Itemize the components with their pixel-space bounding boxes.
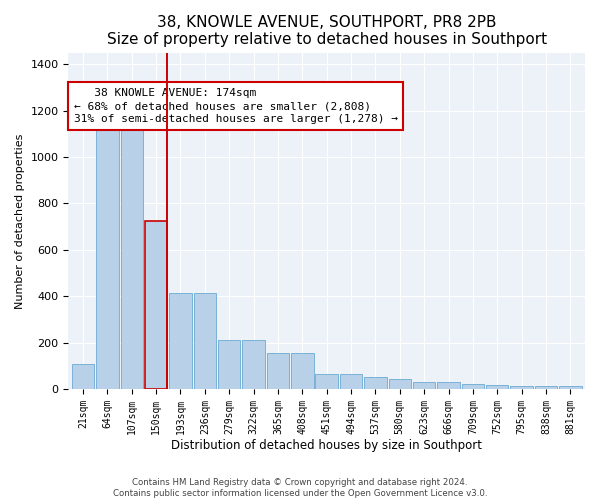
X-axis label: Distribution of detached houses by size in Southport: Distribution of detached houses by size …: [171, 440, 482, 452]
Bar: [218, 340, 241, 389]
Bar: [364, 378, 386, 389]
Text: Contains HM Land Registry data © Crown copyright and database right 2024.
Contai: Contains HM Land Registry data © Crown c…: [113, 478, 487, 498]
Bar: [145, 222, 167, 389]
Bar: [437, 382, 460, 389]
Bar: [96, 122, 119, 389]
Bar: [316, 374, 338, 389]
Bar: [242, 340, 265, 389]
Bar: [267, 353, 289, 389]
Bar: [486, 386, 508, 389]
Bar: [511, 386, 533, 389]
Title: 38, KNOWLE AVENUE, SOUTHPORT, PR8 2PB
Size of property relative to detached hous: 38, KNOWLE AVENUE, SOUTHPORT, PR8 2PB Si…: [107, 15, 547, 48]
Bar: [340, 374, 362, 389]
Bar: [291, 353, 314, 389]
Bar: [169, 292, 192, 389]
Bar: [559, 386, 581, 389]
Y-axis label: Number of detached properties: Number of detached properties: [15, 133, 25, 308]
Bar: [389, 379, 411, 389]
Text: 38 KNOWLE AVENUE: 174sqm
← 68% of detached houses are smaller (2,808)
31% of sem: 38 KNOWLE AVENUE: 174sqm ← 68% of detach…: [74, 88, 398, 124]
Bar: [413, 382, 436, 389]
Bar: [72, 364, 94, 389]
Bar: [535, 386, 557, 389]
Bar: [461, 384, 484, 389]
Bar: [121, 124, 143, 389]
Bar: [194, 293, 216, 389]
